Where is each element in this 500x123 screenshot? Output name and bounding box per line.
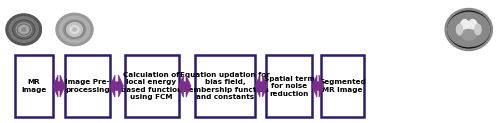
Ellipse shape xyxy=(13,20,34,39)
Ellipse shape xyxy=(9,17,38,42)
FancyBboxPatch shape xyxy=(65,55,110,117)
Ellipse shape xyxy=(72,28,76,31)
Ellipse shape xyxy=(70,26,79,33)
Polygon shape xyxy=(110,75,124,97)
Polygon shape xyxy=(178,75,191,97)
Ellipse shape xyxy=(66,23,82,36)
Text: Equation updation for
bias field,
membership function
and constants: Equation updation for bias field, member… xyxy=(180,72,270,100)
Text: Calculation of
local energy
based function
using FCM: Calculation of local energy based functi… xyxy=(121,72,182,100)
Polygon shape xyxy=(255,75,268,97)
Ellipse shape xyxy=(468,20,477,34)
Ellipse shape xyxy=(452,15,486,44)
Polygon shape xyxy=(312,75,324,97)
Ellipse shape xyxy=(460,20,469,34)
Ellipse shape xyxy=(6,14,42,45)
Text: Segmented
MR Image: Segmented MR Image xyxy=(319,79,366,93)
Ellipse shape xyxy=(445,8,492,51)
Ellipse shape xyxy=(456,24,462,35)
Text: MR
Image: MR Image xyxy=(22,79,46,93)
Ellipse shape xyxy=(56,13,93,46)
FancyBboxPatch shape xyxy=(266,55,312,117)
Ellipse shape xyxy=(60,16,90,43)
Polygon shape xyxy=(53,75,65,97)
FancyBboxPatch shape xyxy=(195,55,255,117)
Ellipse shape xyxy=(16,23,31,36)
Ellipse shape xyxy=(63,20,86,39)
FancyBboxPatch shape xyxy=(322,55,364,117)
Text: Spatial term
for noise
reduction: Spatial term for noise reduction xyxy=(264,76,314,97)
Ellipse shape xyxy=(22,28,26,31)
FancyBboxPatch shape xyxy=(124,55,178,117)
Ellipse shape xyxy=(448,12,490,47)
Text: Image Pre-
processing: Image Pre- processing xyxy=(65,79,110,93)
Ellipse shape xyxy=(448,11,490,48)
Ellipse shape xyxy=(475,24,481,35)
FancyBboxPatch shape xyxy=(16,55,53,117)
Ellipse shape xyxy=(20,26,28,33)
Ellipse shape xyxy=(461,30,476,40)
